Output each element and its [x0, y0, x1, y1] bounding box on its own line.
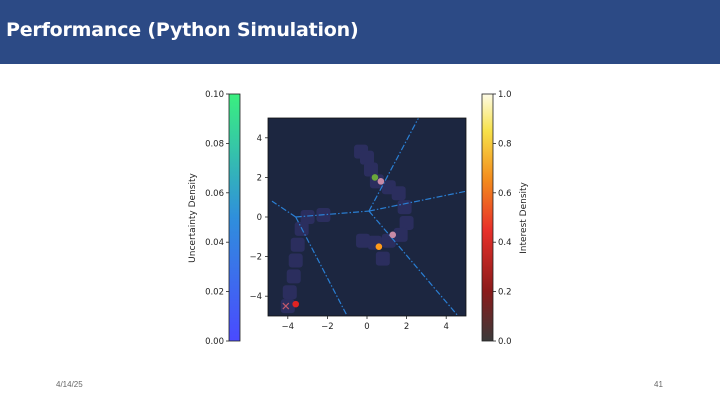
pink-dot-upper: [377, 178, 385, 185]
colorbar-tick-label: 0.04: [205, 238, 224, 248]
agent-points: [282, 174, 397, 310]
y-tick-label: 0: [257, 213, 262, 223]
y-tick-label: −2: [249, 253, 262, 263]
uncertainty-regions: [280, 144, 414, 314]
x-tick-label: 2: [404, 322, 409, 332]
uncertainty-region-14: [397, 200, 412, 215]
uncertainty-region-20: [375, 251, 390, 266]
uncertainty-region-19: [356, 233, 371, 248]
colorbar-tick-label: 0.6: [498, 189, 512, 199]
voronoi-partition-lines: [271, 118, 466, 316]
uncertainty-region-9: [360, 150, 374, 165]
colorbar-tick-label: 0.8: [498, 139, 512, 149]
voronoi-line-0: [295, 210, 370, 218]
colorbar-tick-label: 0.4: [498, 238, 512, 248]
uncertainty-region-6: [300, 210, 315, 224]
colorbar-tick-label: 1.0: [498, 90, 512, 100]
uncertainty-region-15: [399, 215, 414, 230]
orange-dot: [375, 243, 383, 250]
x-tick-label: −2: [321, 322, 334, 332]
uncertainty-region-16: [393, 227, 408, 242]
slide-date: 4/14/25: [56, 380, 83, 389]
uncertainty-region-10: [363, 162, 378, 177]
colorbar-tick-label: 0.2: [498, 288, 512, 298]
y-tick-label: −4: [249, 292, 262, 302]
colorbar-tick-label: 0.08: [205, 139, 224, 149]
uncertainty-region-13: [391, 186, 406, 201]
x-axis-ticks: −4 −2 0 2 4: [282, 316, 449, 332]
red-dot: [292, 300, 300, 308]
y-tick-label: 2: [257, 173, 262, 183]
uncertainty-region-0: [280, 299, 295, 314]
uncertainty-region-2: [286, 269, 301, 284]
x-tick-label: −4: [282, 322, 295, 332]
uncertainty-colorbar-ticks: 0.10 0.08 0.06 0.04 0.02 0.00: [205, 90, 229, 347]
uncertainty-colorbar: [228, 93, 241, 342]
uncertainty-density-label: Uncertainty Density: [188, 173, 198, 263]
colorbar-tick-label: 0.0: [498, 337, 512, 347]
colorbar-tick-label: 0.02: [205, 288, 224, 298]
green-dot: [371, 174, 379, 181]
colorbar-tick-label: 0.00: [205, 337, 224, 347]
colorbar-tick-label: 0.10: [205, 90, 224, 100]
x-tick-label: 4: [443, 322, 448, 332]
voronoi-line-4: [271, 200, 297, 218]
voronoi-line-5: [295, 216, 348, 316]
interest-colorbar: [481, 93, 494, 342]
slide-title: Performance (Python Simulation): [6, 19, 359, 41]
start-x-marker: [282, 302, 290, 310]
pink-dot-middle: [389, 231, 397, 239]
uncertainty-region-4: [290, 237, 305, 252]
uncertainty-region-3: [288, 253, 303, 268]
y-axis-ticks: 4 2 0 −2 −4: [249, 134, 268, 302]
colorbar-tick-label: 0.06: [205, 189, 224, 199]
title-banner: Performance (Python Simulation): [0, 0, 720, 64]
interest-density-label: Interest Density: [519, 181, 529, 253]
uncertainty-region-1: [282, 285, 297, 300]
interest-colorbar-ticks: 1.0 0.8 0.6 0.4 0.2 0.0: [493, 90, 512, 347]
slide-page-number: 41: [654, 380, 663, 389]
x-tick-label: 0: [364, 322, 369, 332]
y-tick-label: 4: [257, 134, 262, 144]
voronoi-line-1: [368, 190, 466, 212]
